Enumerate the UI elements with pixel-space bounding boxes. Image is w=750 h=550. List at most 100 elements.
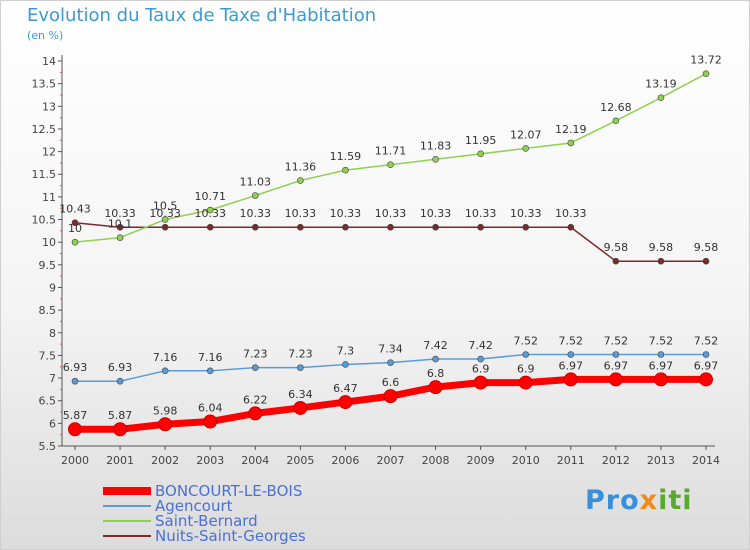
x-tick-label: 2003 <box>196 454 224 467</box>
data-label: 6.04 <box>198 402 223 415</box>
legend-swatch-boncourt <box>103 487 151 495</box>
data-point <box>251 192 259 199</box>
data-label: 7.42 <box>468 339 493 352</box>
proxiti-logo: Proxiti <box>585 485 693 516</box>
data-label: 7.52 <box>604 335 629 348</box>
data-point <box>387 223 394 231</box>
data-point <box>612 117 620 125</box>
x-tick-label: 2013 <box>647 454 675 467</box>
data-point <box>251 364 259 371</box>
data-point <box>522 351 530 358</box>
legend-label-boncourt: BONCOURT-LE-BOIS <box>155 482 303 500</box>
data-point <box>387 161 394 169</box>
x-tick-label: 2004 <box>241 454 269 467</box>
data-label: 7.34 <box>378 343 403 356</box>
y-tick-label: 8 <box>49 327 56 340</box>
data-point <box>161 216 169 223</box>
data-label: 9.58 <box>694 241 719 254</box>
data-label: 10.33 <box>240 207 272 220</box>
data-label: 6.97 <box>649 359 674 372</box>
y-tick-label: 9 <box>49 281 56 294</box>
data-label: 6.9 <box>517 363 535 376</box>
data-label: 6.8 <box>427 367 445 380</box>
data-point <box>432 155 439 163</box>
data-point <box>657 257 665 265</box>
legend-swatch-nuits <box>103 535 151 537</box>
data-label: 12.07 <box>510 128 542 141</box>
data-label: 10.33 <box>555 207 587 220</box>
y-tick-label: 12.5 <box>32 123 57 136</box>
data-label: 10.33 <box>510 207 542 220</box>
data-point <box>116 234 124 241</box>
data-label: 6.97 <box>694 359 719 372</box>
data-point <box>71 219 79 226</box>
data-label: 7.52 <box>694 335 719 348</box>
data-point <box>657 351 665 358</box>
y-tick-label: 13.5 <box>32 78 57 91</box>
chart-title: Evolution du Taux de Taxe d'Habitation <box>27 5 377 26</box>
data-point <box>338 395 353 410</box>
y-tick-label: 10.5 <box>32 214 57 227</box>
data-point <box>522 223 530 231</box>
data-point <box>702 70 710 77</box>
data-point <box>477 223 484 231</box>
data-point <box>657 94 665 101</box>
x-tick-label: 2014 <box>692 454 720 467</box>
y-tick-label: 6.5 <box>39 395 57 408</box>
data-label: 6.9 <box>472 363 490 376</box>
y-tick-label: 11.5 <box>32 168 57 181</box>
data-label: 5.87 <box>63 409 88 422</box>
x-tick-label: 2008 <box>422 454 450 467</box>
data-point <box>477 150 484 158</box>
data-label: 10.33 <box>149 207 181 220</box>
data-label: 7.23 <box>288 348 313 361</box>
data-label: 6.97 <box>604 359 629 372</box>
data-point <box>71 377 79 385</box>
data-point <box>567 351 575 358</box>
data-label: 6.93 <box>63 361 88 374</box>
data-point <box>387 359 394 366</box>
y-tick-label: 10 <box>42 236 56 249</box>
data-label: 7.16 <box>153 351 178 364</box>
data-point <box>116 223 124 231</box>
data-label: 5.98 <box>153 404 178 417</box>
data-label: 6.22 <box>243 393 268 406</box>
data-point <box>702 257 710 265</box>
x-tick-label: 2010 <box>512 454 540 467</box>
legend-label-nuits: Nuits-Saint-Georges <box>155 527 306 545</box>
data-label: 7.52 <box>649 335 674 348</box>
data-label: 10.43 <box>59 203 91 216</box>
legend-label-agencourt: Agencourt <box>155 497 233 515</box>
data-point <box>522 145 530 152</box>
data-label: 6.34 <box>288 388 313 401</box>
data-point <box>428 380 443 395</box>
x-tick-label: 2002 <box>151 454 179 467</box>
data-label: 10.33 <box>330 207 362 220</box>
data-point <box>297 364 304 371</box>
data-point <box>68 422 82 437</box>
x-tick-label: 2000 <box>61 454 89 467</box>
x-tick-label: 2006 <box>331 454 359 467</box>
x-tick-label: 2005 <box>286 454 314 467</box>
data-label: 10 <box>68 222 82 235</box>
data-point <box>297 177 304 184</box>
data-point <box>158 417 173 432</box>
x-tick-label: 2009 <box>467 454 495 467</box>
legend-swatch-saint-bernard <box>103 520 151 522</box>
data-point <box>251 223 259 231</box>
data-point <box>473 375 488 390</box>
data-label: 11.71 <box>375 145 407 158</box>
data-label: 10.33 <box>420 207 452 220</box>
data-label: 11.36 <box>285 161 317 174</box>
data-point <box>518 375 533 390</box>
data-point <box>161 223 169 231</box>
data-point <box>71 238 79 246</box>
y-tick-label: 7 <box>49 372 56 385</box>
data-label: 13.19 <box>645 78 677 91</box>
y-tick-label: 8.5 <box>39 304 57 317</box>
data-label: 7.42 <box>423 339 448 352</box>
legend-swatch-agencourt <box>103 505 151 507</box>
data-point <box>432 355 439 363</box>
data-label: 10.5 <box>153 200 178 213</box>
